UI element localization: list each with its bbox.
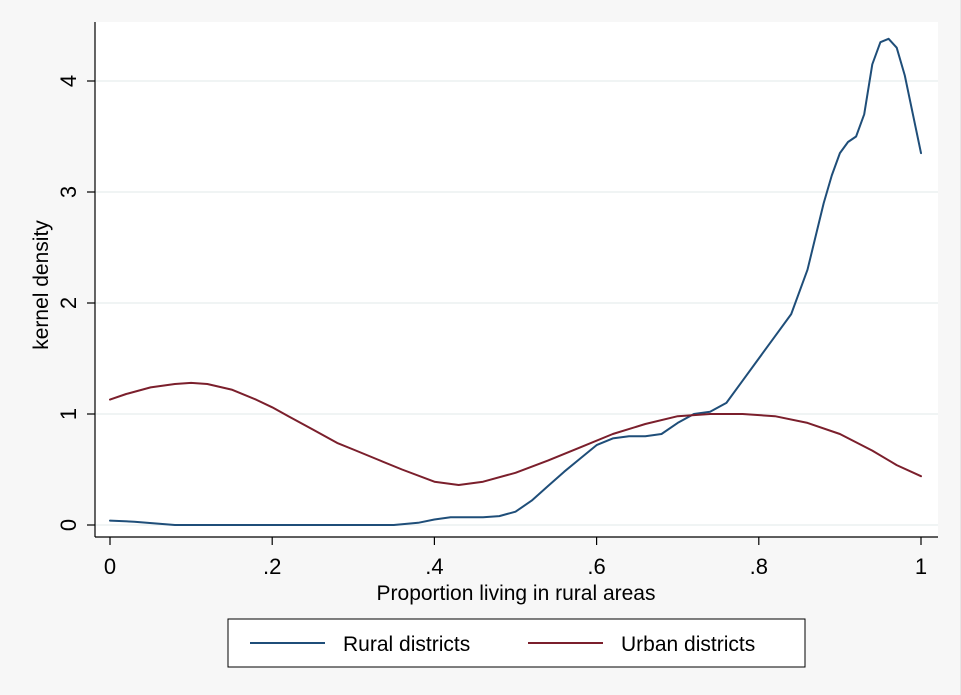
y-axis-title: kernel density [30,220,53,350]
grid-lines [95,80,938,526]
series-line-urban [109,381,922,486]
x-tick-label: 1 [915,554,927,579]
x-tick-label: 0 [104,554,116,579]
legend-label-rural: Rural districts [343,633,470,656]
y-tick-label: 0 [56,519,81,531]
plot-background [95,22,938,537]
legend: Rural districts Urban districts [227,618,806,668]
x-ticks: 0 .2 .4 .6 .8 1 [104,537,927,579]
axes [94,22,938,538]
legend-label-urban: Urban districts [621,633,755,656]
y-tick-label: 2 [56,297,81,309]
x-axis-title: Proportion living in rural areas [377,582,656,605]
y-tick-label: 1 [56,408,81,420]
x-tick-label: .2 [263,554,281,579]
x-tick-label: .6 [587,554,605,579]
y-tick-label: 3 [56,186,81,198]
series-lines [109,37,922,526]
y-ticks: 0 1 2 3 4 [56,75,95,531]
x-tick-label: .8 [750,554,768,579]
x-tick-label: .4 [425,554,443,579]
series-line-rural [109,37,922,526]
y-tick-label: 4 [56,75,81,87]
